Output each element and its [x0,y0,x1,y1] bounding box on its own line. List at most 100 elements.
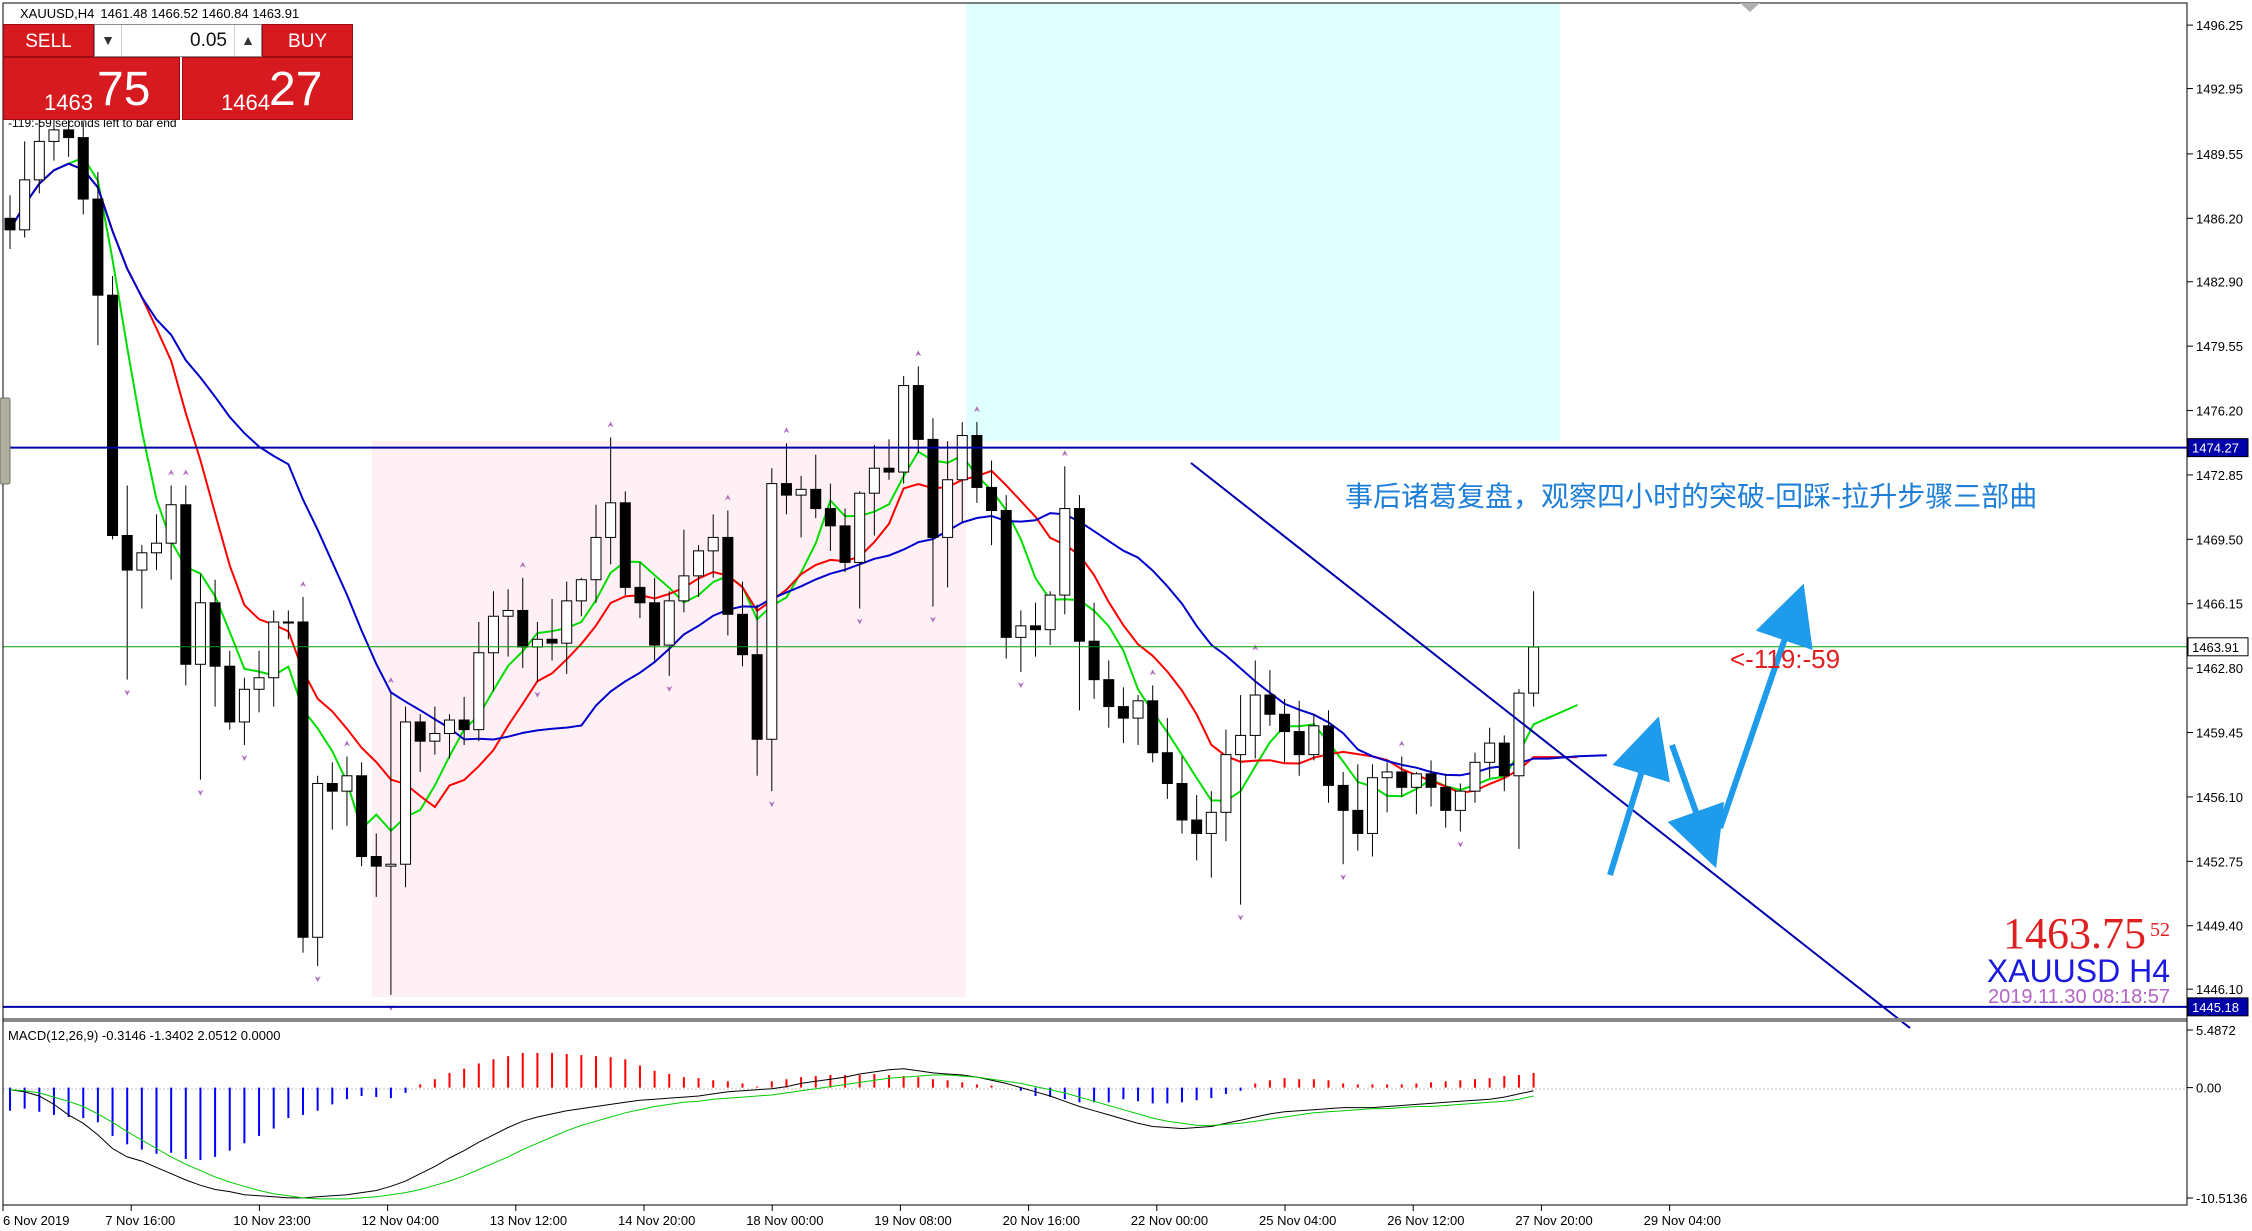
fractal-down-icon [1340,874,1347,881]
bull-candle [1469,761,1481,792]
window-edge-grip[interactable] [0,397,11,485]
bull-candle [194,602,206,665]
fractal-up-icon [343,740,350,747]
sell-price-big: 1463 [44,90,93,115]
bull-candle [136,552,148,571]
time-label: 19 Nov 08:00 [874,1213,951,1228]
trendline[interactable] [1190,462,1911,1029]
bull-candle [854,492,866,563]
bear-candle [546,638,558,644]
bear-candle [780,483,792,496]
cyan-breakout-zone [966,3,1560,441]
macd-histogram [9,1052,1535,1161]
support-price-tag: 1445.18 [2192,1000,2239,1015]
bull-candle [605,502,617,538]
bear-candle [883,467,895,473]
bull-candle [531,638,543,648]
bear-candle [1498,742,1510,777]
bear-candle [458,719,470,731]
bear-candle [1103,679,1115,708]
bear-candle [737,613,748,656]
fractal-up-icon [182,469,189,476]
bear-candle [1440,786,1452,811]
up-arrow-1[interactable] [1607,716,1670,876]
bear-candle [722,536,734,615]
bull-candle [1513,692,1525,777]
buy-button[interactable]: BUY [262,24,353,57]
chart-shift-marker[interactable] [1740,3,1760,12]
bear-candle [1030,625,1041,631]
bear-candle [1147,700,1159,754]
fractal-up-icon [300,581,306,588]
bear-candle [63,129,75,139]
bull-candle [868,467,880,494]
fractal-down-icon [1017,681,1024,688]
time-axis: 6 Nov 2019 7 Nov 16:00 10 Nov 23:00 12 Nov … [2,1205,1721,1228]
buy-price-points: 27 [269,63,323,116]
bear-candle [634,586,646,604]
support-price-tag-bg [2187,997,2249,1017]
price-label: 1469.50 [2196,532,2243,547]
bear-candle [839,525,851,563]
lot-size-input[interactable] [127,25,227,56]
lot-size-control: ▼ ▲ [94,24,262,57]
buy-price-button[interactable]: 1464 27 [182,57,353,120]
bear-candle [649,602,661,646]
watermark-symbol: XAUUSD H4 [1987,953,2170,989]
time-label: 18 Nov 00:00 [746,1213,823,1228]
bull-candle [151,542,162,554]
down-arrow[interactable] [1667,743,1725,869]
fractal-up-icon [1252,644,1259,651]
annotation-text: 事后诸葛复盘，观察四小时的突破-回踩-拉升步骤三部曲 [1345,480,2037,513]
bull-candle [19,179,31,231]
bear-candle [224,665,236,723]
time-label: 27 Nov 20:00 [1515,1213,1592,1228]
bear-candle [1396,771,1408,788]
lot-increase-icon[interactable]: ▲ [234,25,261,56]
fractal-down-icon [314,976,321,983]
up-arrow-2[interactable] [1717,583,1813,829]
bear-candle [824,508,836,527]
resistance-price-tag-bg [2187,438,2249,458]
bull-candle [693,550,705,577]
annotation-arrows[interactable] [1607,583,1813,876]
fractal-arrows [50,92,1464,1011]
bull-candle [898,385,910,473]
bull-candle [561,600,573,644]
fractal-up-icon [168,469,175,476]
fractal-up-icon [1398,740,1405,747]
bull-candle [268,621,280,679]
price-label: 1449.40 [2196,919,2243,934]
sell-price-button[interactable]: 1463 75 [3,57,180,120]
macd-main-line [9,1068,1534,1199]
lot-decrease-icon[interactable]: ▼ [95,25,122,56]
bull-candle [385,863,397,867]
bear-candle [751,654,763,740]
time-label: 25 Nov 04:00 [1259,1213,1336,1228]
countdown-label: <-119:-59 [1730,644,1840,674]
ma-slow-line [9,162,1607,777]
time-label: 29 Nov 04:00 [1644,1213,1721,1228]
bull-candle [33,140,45,181]
bear-candle [92,198,104,296]
time-label: 20 Nov 16:00 [1003,1213,1080,1228]
price-tags: 1474.27 1463.91 1445.18 [2187,438,2249,1017]
bull-candle [1454,790,1466,811]
sell-button[interactable]: SELL [3,24,94,57]
bear-candle [1264,694,1276,715]
bear-candle [517,609,529,648]
fractal-up-icon [724,494,731,501]
bear-candle [297,621,309,938]
bear-candle [1352,809,1364,834]
price-label: 1482.90 [2196,275,2243,290]
sell-price-points: 75 [97,63,151,116]
bull-candle [502,609,514,617]
fractal-down-icon [1457,841,1464,848]
bull-candle [678,575,690,602]
macd-axis: 5.4872 0.00 -10.5136 [2187,1023,2247,1206]
bull-candle [795,488,807,496]
pink-range-zone [372,441,966,997]
bear-candle [912,385,924,440]
price-label: 1479.55 [2196,339,2243,354]
